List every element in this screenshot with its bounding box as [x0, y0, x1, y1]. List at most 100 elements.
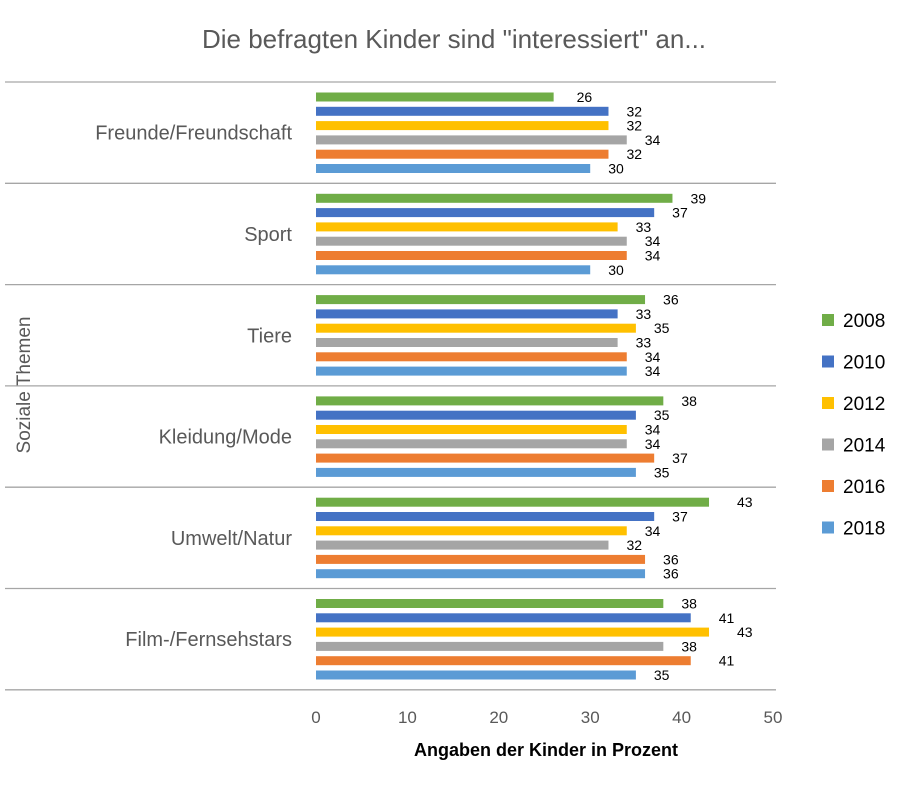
legend-swatch	[822, 480, 834, 492]
bar-2008	[316, 599, 664, 608]
data-label: 38	[681, 596, 697, 612]
data-label: 32	[626, 146, 642, 162]
x-tick-label: 20	[489, 708, 508, 727]
bar-2012	[316, 526, 627, 536]
legend-label: 2010	[843, 353, 885, 374]
bar-2018	[316, 265, 591, 275]
data-label: 38	[681, 638, 697, 654]
category-label: Umwelt/Natur	[171, 528, 292, 550]
category-label: Sport	[244, 224, 292, 246]
gridlines	[5, 81, 776, 691]
data-label: 34	[645, 363, 661, 379]
data-label: 41	[719, 610, 735, 626]
bar-2016	[316, 554, 646, 564]
data-label: 38	[681, 393, 697, 409]
legend-label: 2014	[843, 436, 886, 457]
data-label: 34	[645, 436, 661, 452]
bar-2018	[316, 670, 636, 680]
data-label: 43	[737, 494, 753, 510]
data-label: 36	[663, 292, 679, 308]
bar-2008	[316, 396, 664, 406]
legend: 2008 2010 2012 2014 2016 2018	[822, 311, 886, 540]
data-label: 36	[663, 551, 679, 567]
x-tick-label: 50	[764, 708, 783, 727]
chart-title: Die befragten Kinder sind "interessiert"…	[202, 24, 706, 54]
data-label: 33	[636, 335, 652, 351]
bar-2008	[316, 295, 646, 305]
bar-2016	[316, 352, 627, 362]
bar-2012	[316, 627, 710, 637]
bar-2010	[316, 208, 655, 218]
bar-2010	[316, 512, 655, 521]
x-axis-title: Angaben der Kinder in Prozent	[414, 740, 678, 760]
category-label: Tiere	[247, 325, 292, 347]
legend-swatch	[822, 355, 834, 368]
x-tick-label: 10	[398, 708, 417, 727]
x-tick-label: 40	[672, 708, 691, 727]
data-label: 34	[645, 523, 661, 539]
data-label: 30	[608, 161, 624, 177]
bar-2014	[316, 338, 618, 347]
category-label: Freunde/Freundschaft	[95, 123, 292, 145]
bar-2012	[316, 425, 627, 434]
data-label: 34	[645, 422, 661, 438]
y-axis-title: Soziale Themen	[14, 317, 35, 454]
data-label: 33	[636, 219, 652, 235]
bar-2014	[316, 540, 609, 550]
bar-2014	[316, 135, 627, 145]
data-label: 26	[577, 89, 593, 105]
category-labels: Freunde/Freundschaft Sport Tiere Kleidung/M…	[95, 123, 292, 652]
data-label: 37	[672, 205, 688, 221]
legend-swatch	[822, 521, 834, 534]
data-label: 37	[672, 509, 688, 525]
data-label: 34	[645, 233, 661, 249]
bar-2010	[316, 410, 636, 420]
bar-2008	[316, 497, 710, 507]
data-label: 35	[654, 667, 670, 683]
data-label: 41	[719, 653, 735, 669]
data-label: 34	[645, 248, 661, 264]
data-label: 35	[654, 320, 670, 336]
data-label: 32	[626, 103, 642, 119]
bar-2018	[316, 164, 591, 173]
data-label: 35	[654, 407, 670, 423]
data-label: 32	[626, 537, 642, 553]
legend-label: 2018	[843, 519, 885, 540]
bar-2010	[316, 613, 691, 623]
bar-2016	[316, 656, 691, 666]
bar-2014	[316, 641, 664, 651]
data-label: 34	[645, 132, 661, 148]
data-label: 37	[672, 450, 688, 466]
bars: 2632323432303937333434303633353334343835…	[316, 89, 753, 683]
legend-swatch	[822, 438, 834, 451]
bar-2012	[316, 323, 636, 333]
data-label: 32	[626, 118, 642, 134]
data-label: 36	[663, 566, 679, 582]
x-tick-labels: 0 10 20 30 40 50	[311, 708, 782, 727]
bar-2014	[316, 236, 627, 246]
data-label: 35	[654, 464, 670, 480]
x-tick-label: 30	[581, 708, 600, 727]
bar-2010	[316, 309, 618, 319]
bar-2008	[316, 92, 554, 102]
bar-2012	[316, 121, 609, 131]
legend-label: 2008	[843, 311, 885, 332]
bar-2014	[316, 439, 627, 449]
bar-2012	[316, 222, 618, 232]
data-label: 33	[636, 306, 652, 322]
bar-2010	[316, 106, 609, 116]
bar-2018	[316, 366, 627, 376]
legend-label: 2012	[843, 394, 885, 415]
legend-swatch	[822, 314, 834, 326]
category-label: Film-/Fernsehstars	[125, 629, 292, 651]
legend-label: 2016	[843, 477, 885, 498]
data-label: 39	[690, 190, 706, 206]
bar-2018	[316, 467, 636, 477]
x-tick-label: 0	[311, 708, 320, 727]
data-label: 43	[737, 624, 753, 640]
category-label: Kleidung/Mode	[159, 427, 292, 449]
bar-2018	[316, 569, 646, 579]
data-label: 30	[608, 262, 624, 278]
bar-2016	[316, 149, 609, 159]
